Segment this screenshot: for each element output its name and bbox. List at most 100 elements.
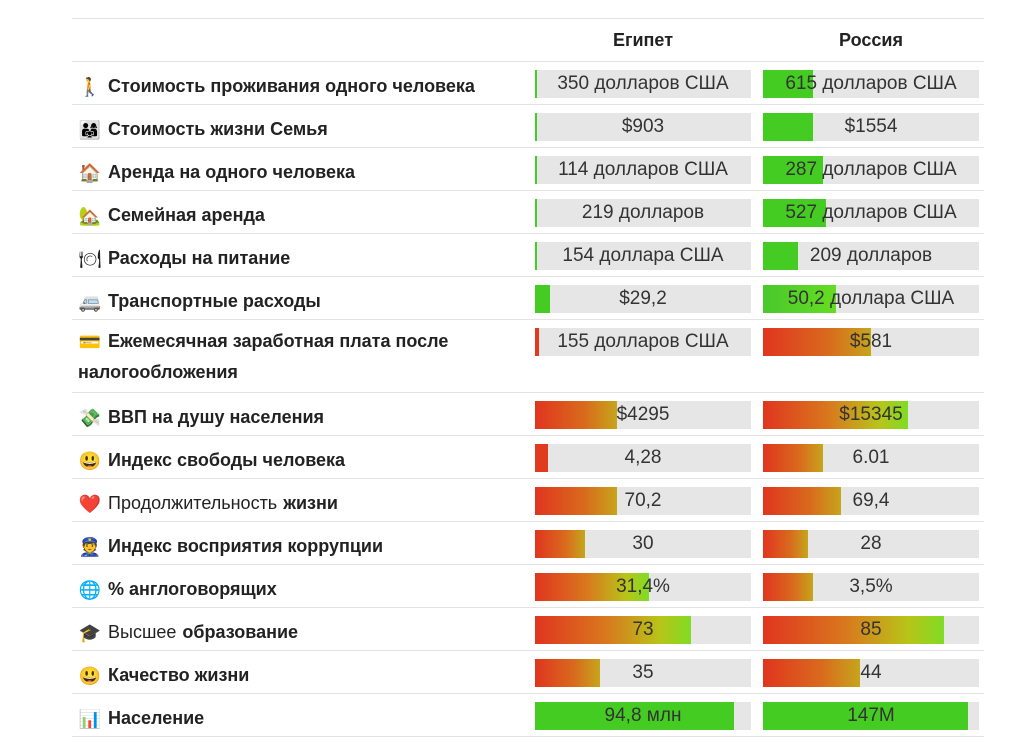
russia-bar-fill <box>763 328 871 356</box>
russia-bar-fill <box>763 444 823 472</box>
russia-bar-fill <box>763 702 968 730</box>
row-label: ❤️ Продолжительность жизни <box>78 488 528 519</box>
row-label: 👮 Индекс восприятия коррупции <box>78 531 528 562</box>
smiley-icon: 😃 <box>78 666 102 686</box>
table-row: ❤️ Продолжительность жизни 70,2 69,4 <box>72 479 984 522</box>
egypt-bar-fill <box>535 70 537 98</box>
family-house-icon: 🏡 <box>78 206 102 226</box>
egypt-bar-fill <box>535 242 537 270</box>
table-row: 😃 Индекс свободы человека 4,28 6.01 <box>72 436 984 479</box>
russia-bar-fill <box>763 573 813 601</box>
row-label: 📊 Население <box>78 703 528 734</box>
egypt-value-bar: 350 долларов США <box>535 70 751 98</box>
egypt-value-bar: 31,4% <box>535 573 751 601</box>
credit-card-icon: 💳 <box>78 332 102 352</box>
egypt-bar-fill <box>535 285 550 313</box>
table-row: 🍽 Расходы на питание 154 доллара США 209 до… <box>72 234 984 277</box>
egypt-value: 73 <box>632 619 654 640</box>
egypt-bar-fill <box>535 573 649 601</box>
russia-bar-fill <box>763 113 813 141</box>
egypt-value-bar: 4,28 <box>535 444 751 472</box>
egypt-bar-fill <box>535 113 537 141</box>
table-header: Египет Россия <box>72 18 984 62</box>
globe-icon: 🌐 <box>78 580 102 600</box>
egypt-bar-fill <box>535 401 617 429</box>
russia-value-bar: $1554 <box>763 113 979 141</box>
column-header-egypt: Египет <box>612 30 674 50</box>
money-icon: 💸 <box>78 408 102 428</box>
russia-value: 44 <box>860 662 882 683</box>
egypt-value: $29,2 <box>619 288 667 309</box>
row-label: 👨‍👩‍👧 Стоимость жизни Семья <box>78 114 528 145</box>
russia-value-bar: $15345 <box>763 401 979 429</box>
row-label-text: образование <box>182 622 299 642</box>
egypt-bar-fill <box>535 328 539 356</box>
van-icon: 🚐 <box>78 292 102 312</box>
plate-cutlery-icon: 🍽 <box>78 249 102 269</box>
russia-value-bar: 615 долларов США <box>763 70 979 98</box>
egypt-bar-fill <box>535 487 617 515</box>
column-header-russia: Россия <box>839 30 903 50</box>
egypt-value: 94,8 млн <box>604 705 682 726</box>
table-row: 👮 Индекс восприятия коррупции 30 28 <box>72 522 984 565</box>
row-label: 🏡 Семейная аренда <box>78 200 528 231</box>
table-row: 🚶 Стоимость проживания одного человека 350… <box>72 62 984 105</box>
egypt-value-bar: 70,2 <box>535 487 751 515</box>
row-label-text: Аренда на одного человека <box>108 162 356 182</box>
russia-value: 147M <box>847 705 895 726</box>
russia-bar-fill <box>763 156 823 184</box>
row-label-prefix: Продолжительность <box>108 493 278 513</box>
egypt-value: 350 долларов США <box>557 73 729 94</box>
table-row: 📊 Население 94,8 млн 147M <box>72 694 984 737</box>
egypt-value: 31,4% <box>616 576 670 597</box>
russia-bar-fill <box>763 242 798 270</box>
table-row: 👨‍👩‍👧 Стоимость жизни Семья $903 $1554 <box>72 105 984 148</box>
russia-value-bar: 50,2 доллара США <box>763 285 979 313</box>
row-label: 🍽 Расходы на питание <box>78 243 528 274</box>
russia-value: 6.01 <box>852 447 890 468</box>
russia-value-bar: 147M <box>763 702 979 730</box>
egypt-value-bar: 35 <box>535 659 751 687</box>
police-officer-icon: 👮 <box>78 537 102 557</box>
russia-bar-fill <box>763 70 813 98</box>
egypt-value: 154 доллара США <box>562 245 724 266</box>
russia-value: 69,4 <box>852 490 890 511</box>
russia-value-bar: 69,4 <box>763 487 979 515</box>
graduation-cap-icon: 🎓 <box>78 623 102 643</box>
russia-value: $15345 <box>839 404 903 425</box>
house-icon: 🏠 <box>78 163 102 183</box>
russia-value-bar: 28 <box>763 530 979 558</box>
row-label: 🌐 % англоговорящих <box>78 574 528 605</box>
russia-value-bar: 44 <box>763 659 979 687</box>
egypt-value-bar: $4295 <box>535 401 751 429</box>
table-row: 🎓 Высшее образование 73 85 <box>72 608 984 651</box>
egypt-value-bar: 154 доллара США <box>535 242 751 270</box>
russia-value-bar: 3,5% <box>763 573 979 601</box>
russia-value: 85 <box>860 619 882 640</box>
egypt-value-bar: 94,8 млн <box>535 702 751 730</box>
table-row: 😃 Качество жизни 35 44 <box>72 651 984 694</box>
smiley-icon: 😃 <box>78 451 102 471</box>
russia-bar-fill <box>763 401 908 429</box>
russia-value-bar: 6.01 <box>763 444 979 472</box>
row-label: 🎓 Высшее образование <box>78 617 528 648</box>
russia-bar-fill <box>763 659 860 687</box>
row-label-text: Население <box>108 708 205 728</box>
russia-value: 3,5% <box>849 576 893 597</box>
row-label: 💳 Ежемесячная заработная плата после нало… <box>78 326 528 387</box>
row-label-text: Индекс восприятия коррупции <box>108 536 384 556</box>
russia-value-bar: 287 долларов США <box>763 156 979 184</box>
row-label-text: Ежемесячная заработная плата после налог… <box>78 331 449 382</box>
egypt-value: 155 долларов США <box>557 331 729 352</box>
egypt-value: 70,2 <box>624 490 662 511</box>
row-label: 😃 Индекс свободы человека <box>78 445 528 476</box>
egypt-value: $4295 <box>616 404 670 425</box>
table-row: 🏠 Аренда на одного человека 114 долларов С… <box>72 148 984 191</box>
row-label: 🚶 Стоимость проживания одного человека <box>78 71 528 102</box>
table-row: 🚐 Транспортные расходы $29,2 50,2 доллара С… <box>72 277 984 320</box>
russia-value: $1554 <box>844 116 898 137</box>
family-icon: 👨‍👩‍👧 <box>78 120 102 140</box>
table-row: 🏡 Семейная аренда 219 долларов 527 долларов… <box>72 191 984 234</box>
egypt-value: 219 долларов <box>581 202 705 223</box>
egypt-bar-fill <box>535 616 691 644</box>
